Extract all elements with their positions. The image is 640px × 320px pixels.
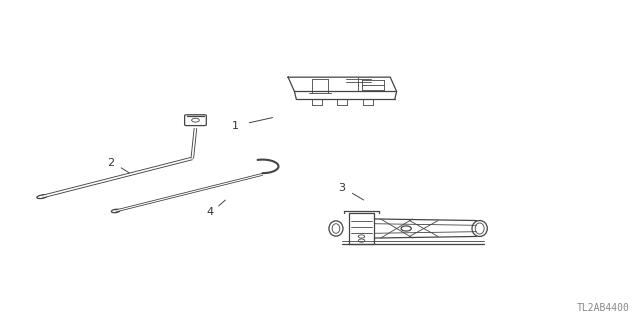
Ellipse shape [358,239,365,242]
Ellipse shape [472,220,487,236]
Ellipse shape [475,223,484,234]
Text: TL2AB4400: TL2AB4400 [577,303,630,313]
Ellipse shape [111,209,120,213]
Text: 4: 4 [206,207,213,217]
Ellipse shape [332,224,340,233]
Text: 3: 3 [338,183,345,193]
Ellipse shape [329,221,343,236]
Ellipse shape [37,195,47,199]
Ellipse shape [358,235,365,238]
FancyBboxPatch shape [184,115,206,125]
Ellipse shape [191,118,199,122]
Text: 2: 2 [108,158,115,168]
Ellipse shape [401,226,412,231]
Text: 1: 1 [232,121,239,131]
